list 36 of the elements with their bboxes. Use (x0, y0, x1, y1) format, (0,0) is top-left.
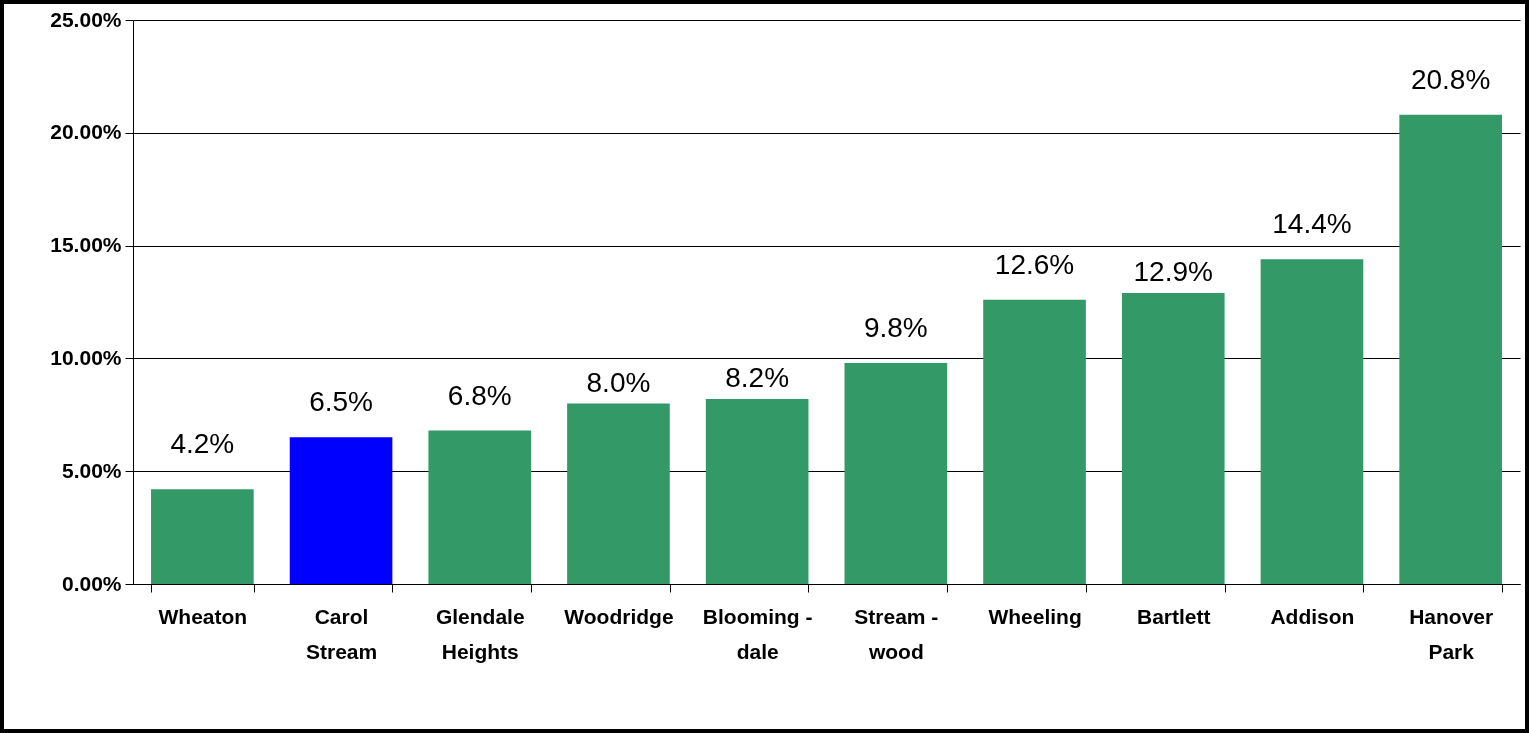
x-tick-label: Wheaton (158, 604, 248, 628)
bar (289, 437, 393, 584)
y-tick-label: 10.00% (50, 345, 122, 369)
x-tick-label: Wheeling (988, 604, 1082, 628)
data-label: 14.4% (1272, 208, 1352, 240)
x-tick-label: Glendale Heights (435, 604, 525, 663)
data-label: 6.5% (309, 386, 373, 418)
x-tick-label: Woodridge (564, 604, 674, 628)
x-tick-label: Carol Stream (305, 604, 378, 663)
bar (983, 299, 1086, 584)
bar (151, 489, 254, 584)
data-label: 12.6% (994, 248, 1075, 280)
data-label: 8.2% (725, 362, 790, 394)
y-tick-label: 0.00% (61, 571, 122, 595)
x-tick-label: Stream - wood (854, 604, 939, 663)
x-tick-label: Bartlett (1136, 604, 1211, 628)
data-label: 9.8% (863, 311, 928, 343)
bar (1121, 292, 1225, 584)
y-tick-label: 25.00% (50, 7, 122, 31)
data-label: 20.8% (1410, 63, 1491, 95)
x-tick-label: Addison (1270, 604, 1355, 628)
bar (844, 362, 948, 584)
x-tick-label: Hanover Park (1409, 604, 1494, 663)
bar (705, 399, 809, 584)
data-label: 6.8% (447, 379, 512, 411)
bar (428, 430, 532, 584)
y-tick-label: 5.00% (61, 458, 122, 482)
bar (1399, 114, 1502, 584)
data-label: 12.9% (1133, 255, 1213, 287)
data-label: 8.0% (586, 366, 651, 398)
bar (567, 403, 670, 584)
bar (1260, 259, 1364, 584)
y-tick-label: 20.00% (50, 120, 122, 144)
y-tick-label: 15.00% (50, 233, 122, 257)
x-tick-label: Blooming - dale (702, 604, 813, 663)
data-label: 4.2% (170, 428, 235, 460)
